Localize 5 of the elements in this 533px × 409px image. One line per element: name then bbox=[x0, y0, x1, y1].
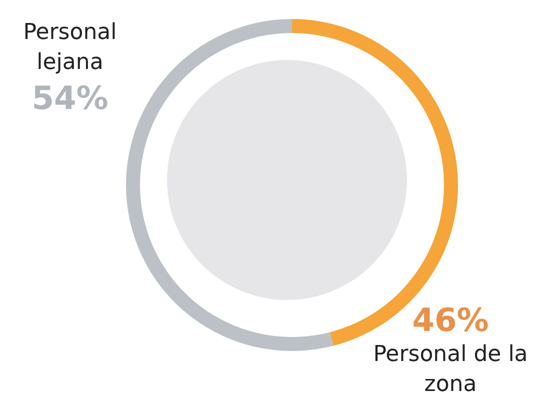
data-label: 46% bbox=[411, 300, 490, 340]
donut-slice bbox=[126, 19, 334, 351]
data-label: 54% bbox=[30, 78, 110, 118]
slice-label: Personal lejana bbox=[22, 19, 118, 77]
slice-label: Personal de la zona bbox=[372, 341, 529, 399]
